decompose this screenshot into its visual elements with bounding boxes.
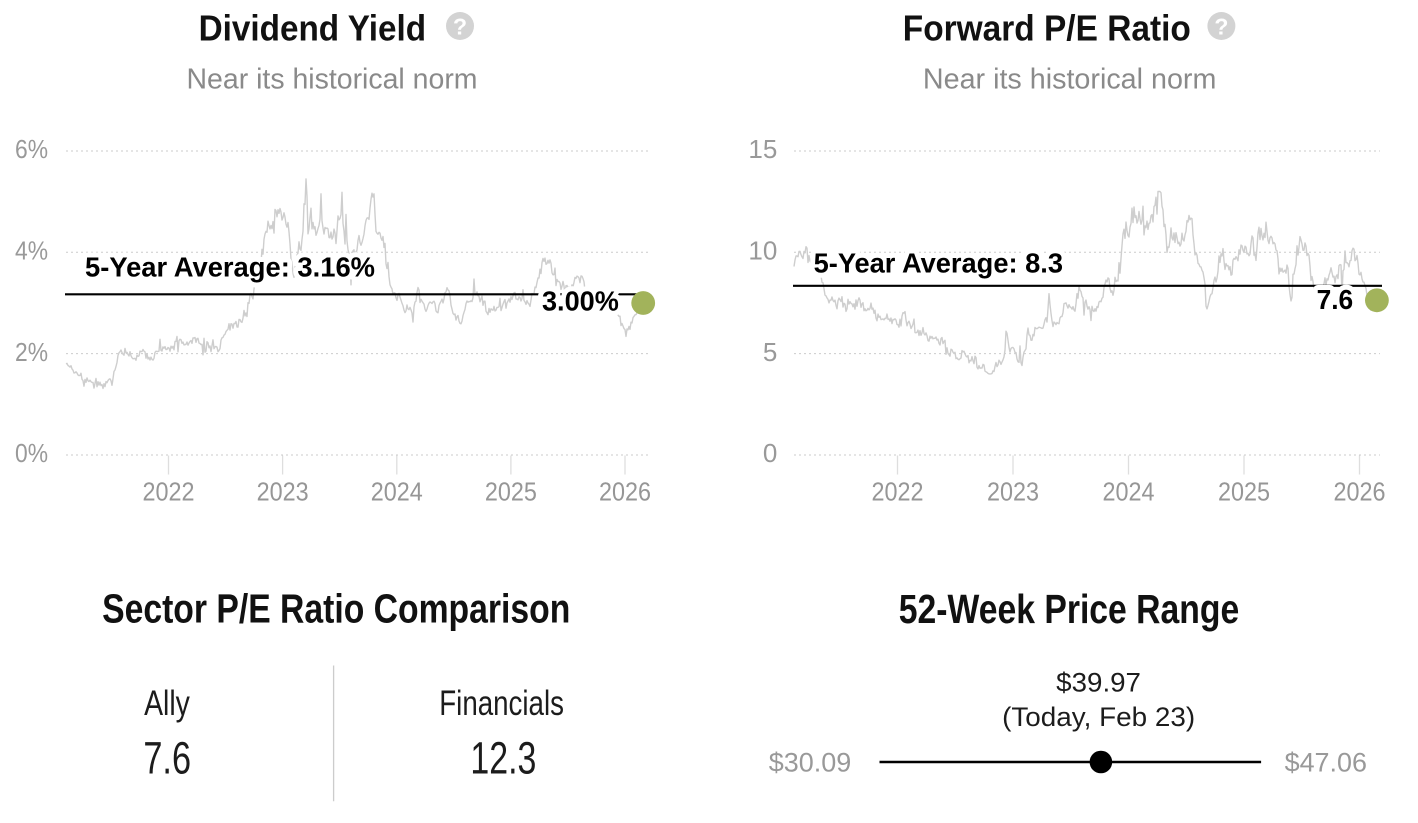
- svg-text:12.3: 12.3: [470, 733, 536, 784]
- svg-text:$47.06: $47.06: [1285, 748, 1367, 778]
- svg-text:52-Week Price Range: 52-Week Price Range: [899, 586, 1239, 632]
- svg-text:3.00%: 3.00%: [542, 285, 619, 316]
- svg-text:5-Year Average: 3.16%: 5-Year Average: 3.16%: [85, 252, 375, 283]
- svg-text:Near its historical norm: Near its historical norm: [187, 63, 478, 95]
- svg-text:Financials: Financials: [439, 684, 564, 723]
- svg-text:$39.97: $39.97: [1056, 668, 1141, 698]
- svg-text:0: 0: [763, 438, 777, 468]
- svg-text:2024: 2024: [1103, 477, 1155, 507]
- svg-text:?: ?: [453, 13, 467, 39]
- svg-text:2025: 2025: [485, 477, 537, 507]
- svg-text:(Today, Feb 23): (Today, Feb 23): [1002, 702, 1195, 732]
- svg-text:7.6: 7.6: [1317, 284, 1354, 315]
- svg-text:5-Year Average: 8.3: 5-Year Average: 8.3: [814, 248, 1063, 279]
- svg-text:5: 5: [763, 337, 777, 367]
- svg-text:6%: 6%: [15, 134, 48, 164]
- svg-text:2025: 2025: [1218, 477, 1270, 507]
- svg-text:Dividend Yield: Dividend Yield: [199, 8, 427, 49]
- svg-text:2026: 2026: [1334, 477, 1386, 507]
- svg-text:2022: 2022: [872, 477, 924, 507]
- svg-text:2024: 2024: [371, 477, 423, 507]
- svg-text:Ally: Ally: [144, 684, 190, 723]
- svg-text:2023: 2023: [987, 477, 1039, 507]
- svg-text:?: ?: [1214, 13, 1228, 39]
- svg-text:2023: 2023: [257, 477, 309, 507]
- svg-text:$30.09: $30.09: [769, 748, 852, 778]
- svg-text:2026: 2026: [599, 477, 651, 507]
- svg-text:10: 10: [748, 236, 777, 266]
- svg-text:4%: 4%: [15, 236, 48, 266]
- svg-text:15: 15: [748, 134, 777, 164]
- svg-text:2%: 2%: [15, 337, 48, 367]
- svg-text:Near its historical norm: Near its historical norm: [923, 63, 1217, 95]
- svg-text:7.6: 7.6: [143, 733, 191, 784]
- svg-text:2022: 2022: [143, 477, 195, 507]
- svg-text:Forward P/E Ratio: Forward P/E Ratio: [903, 8, 1191, 49]
- svg-text:0%: 0%: [15, 438, 48, 468]
- svg-text:Sector P/E Ratio Comparison: Sector P/E Ratio Comparison: [102, 586, 570, 632]
